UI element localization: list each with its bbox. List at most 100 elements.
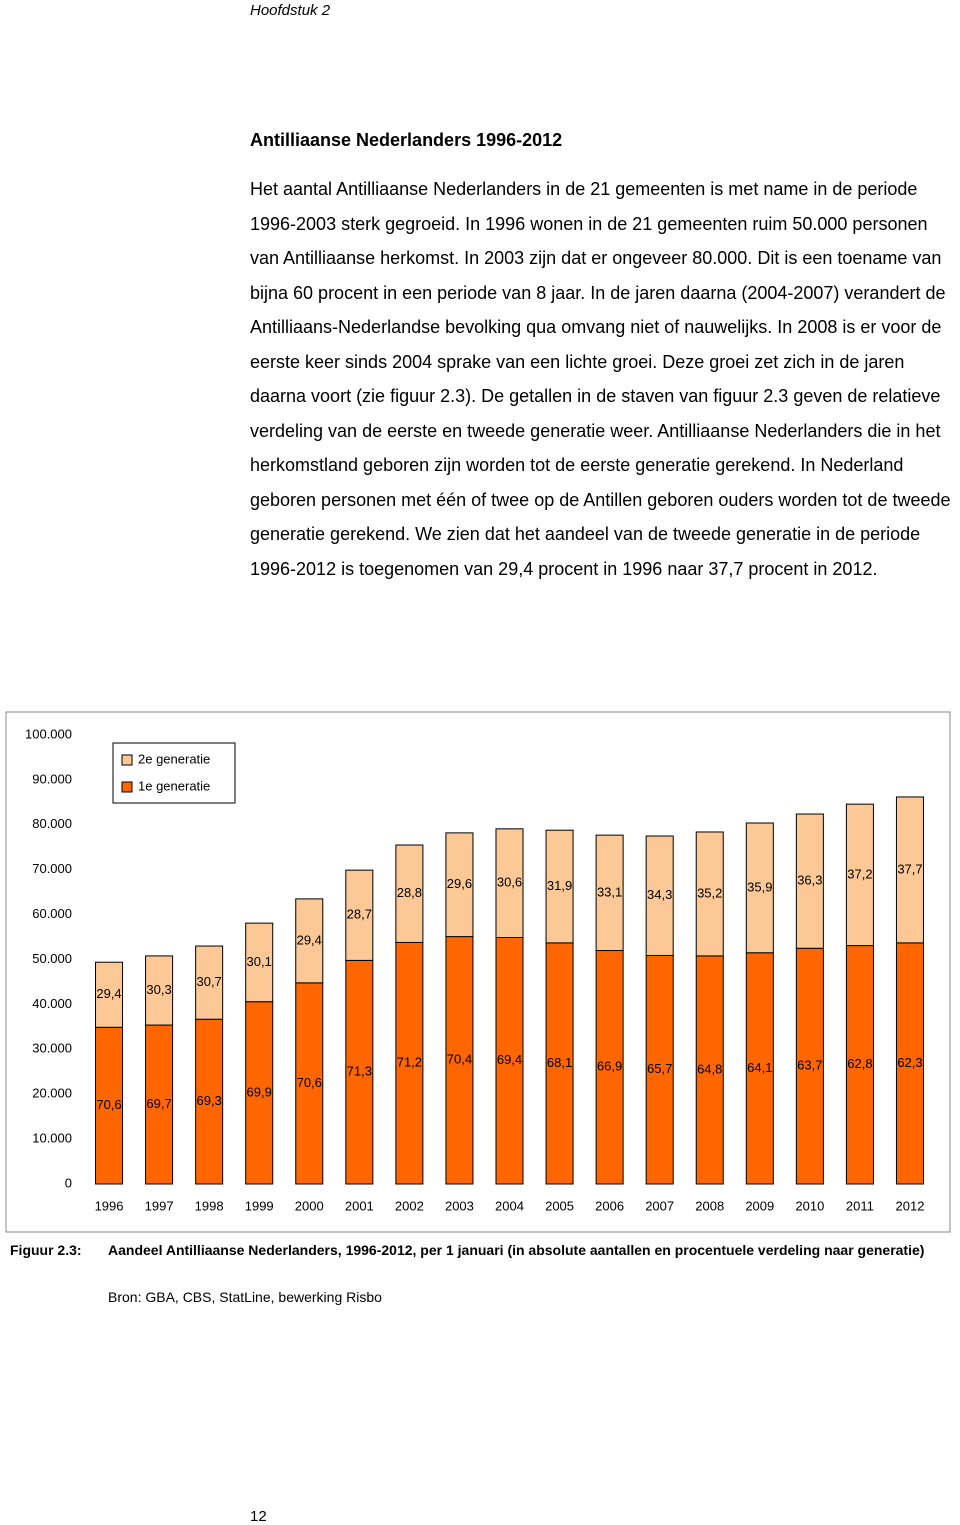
percent-label: 29,4: [297, 932, 322, 947]
bar-segment: [245, 1001, 274, 1185]
x-tick-label: 2007: [645, 1198, 674, 1213]
percent-label: 66,9: [597, 1059, 622, 1074]
percent-label: 69,3: [196, 1093, 221, 1108]
y-tick-label: 40.000: [32, 996, 72, 1011]
percent-label: 71,3: [347, 1064, 372, 1079]
percent-label: 35,9: [747, 879, 772, 894]
percent-label: 28,8: [397, 885, 422, 900]
bar-segment: [495, 936, 524, 1185]
x-tick-label: 2008: [695, 1198, 724, 1213]
y-tick-label: 20.000: [32, 1086, 72, 1101]
x-tick-label: 2002: [395, 1198, 424, 1213]
y-tick-label: 30.000: [32, 1041, 72, 1056]
section-title: Antilliaanse Nederlanders 1996-2012: [250, 130, 563, 150]
percent-label: 69,4: [497, 1052, 522, 1067]
percent-label: 65,7: [647, 1061, 672, 1076]
caption-label: Figuur 2.3:: [10, 1242, 82, 1258]
y-tick-label: 100.000: [25, 726, 72, 741]
bar-segment: [645, 835, 674, 956]
percent-label: 28,7: [347, 907, 372, 922]
bar-segment: [395, 844, 424, 943]
bar-segment: [195, 945, 224, 1020]
legend-swatch: [121, 754, 133, 766]
bar-segment: [145, 955, 174, 1026]
bar-segment: [145, 1024, 174, 1185]
bar-segment: [245, 922, 274, 1003]
bar-segment: [95, 961, 124, 1028]
percent-label: 69,7: [146, 1096, 171, 1111]
bar-segment: [195, 1018, 224, 1185]
bar-segment: [895, 942, 924, 1185]
bar-segment: [595, 950, 624, 1185]
bar-segment: [295, 898, 324, 984]
percent-label: 33,1: [597, 884, 622, 899]
x-tick-label: 1997: [145, 1198, 174, 1213]
y-tick-label: 80.000: [32, 816, 72, 831]
bar-segment: [895, 796, 924, 944]
y-tick-label: 10.000: [32, 1131, 72, 1146]
caption-text: Aandeel Antilliaanse Nederlanders, 1996-…: [108, 1242, 925, 1258]
percent-label: 35,2: [697, 885, 722, 900]
x-tick-label: 2000: [295, 1198, 324, 1213]
x-tick-label: 2001: [345, 1198, 374, 1213]
percent-label: 62,3: [897, 1055, 922, 1070]
bar-segment: [545, 829, 574, 944]
legend-swatch: [121, 781, 133, 793]
bar-segment: [95, 1026, 124, 1185]
bar-segment: [745, 822, 774, 954]
percent-label: 30,3: [146, 982, 171, 997]
y-tick-label: 90.000: [32, 771, 72, 786]
percent-label: 69,9: [247, 1084, 272, 1099]
bar-segment: [845, 945, 874, 1185]
percent-label: 71,2: [397, 1055, 422, 1070]
percent-label: 70,6: [96, 1097, 121, 1112]
bar-segment: [695, 831, 724, 957]
legend-label: 2e generatie: [138, 751, 210, 766]
bar-segment: [345, 959, 374, 1185]
x-tick-label: 1999: [245, 1198, 274, 1213]
x-tick-label: 2006: [595, 1198, 624, 1213]
percent-label: 30,6: [497, 875, 522, 890]
legend-label: 1e generatie: [138, 778, 210, 793]
percent-label: 37,7: [897, 861, 922, 876]
bar-segment: [395, 941, 424, 1185]
paragraph: Het aantal Antilliaanse Nederlanders in …: [250, 179, 951, 579]
percent-label: 70,4: [447, 1052, 472, 1067]
y-tick-label: 70.000: [32, 861, 72, 876]
percent-label: 30,7: [196, 974, 221, 989]
x-tick-label: 2009: [745, 1198, 774, 1213]
y-tick-label: 60.000: [32, 906, 72, 921]
bar-segment: [495, 828, 524, 938]
x-tick-label: 2004: [495, 1198, 524, 1213]
percent-label: 29,4: [96, 986, 121, 1001]
percent-label: 64,1: [747, 1060, 772, 1075]
percent-label: 34,3: [647, 887, 672, 902]
chart-border: [5, 711, 951, 1233]
chapter-header: Hoofdstuk 2: [250, 2, 331, 19]
x-tick-label: 2011: [846, 1198, 874, 1213]
percent-label: 31,9: [547, 878, 572, 893]
percent-label: 29,6: [447, 876, 472, 891]
bar-segment: [795, 947, 824, 1185]
bar-segment: [345, 869, 374, 961]
percent-label: 63,7: [797, 1058, 822, 1073]
page-number: 12: [250, 1508, 267, 1525]
bar-segment: [845, 803, 874, 947]
x-tick-label: 1996: [95, 1198, 124, 1213]
y-tick-label: 50.000: [32, 951, 72, 966]
percent-label: 37,2: [847, 866, 872, 881]
chart: 0 10.000 20.000 30.000 40.000 50.000 60.000 70.…: [5, 711, 951, 1233]
bar-segment: [745, 952, 774, 1185]
x-tick-label: 2010: [795, 1198, 824, 1213]
y-tick-label: 0: [65, 1175, 72, 1190]
x-tick-label: 2003: [445, 1198, 474, 1213]
percent-label: 68,1: [547, 1055, 572, 1070]
percent-label: 64,8: [697, 1061, 722, 1076]
bar-segment: [645, 954, 674, 1185]
percent-label: 30,1: [247, 954, 272, 969]
x-tick-label: 2005: [545, 1198, 574, 1213]
x-tick-label: 2012: [896, 1198, 925, 1213]
bar-segment: [295, 982, 324, 1185]
x-tick-label: 1998: [195, 1198, 224, 1213]
bar-segment: [595, 834, 624, 952]
